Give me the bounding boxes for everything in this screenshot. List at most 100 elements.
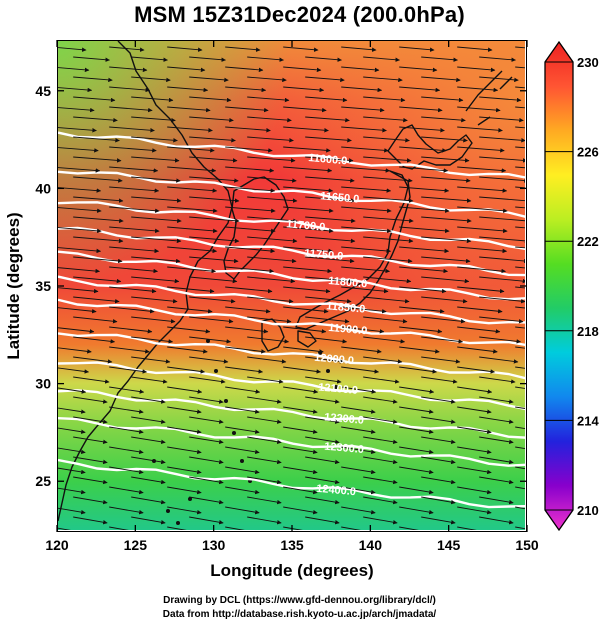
wind-arrow-210	[399, 286, 447, 294]
wind-arrow-202	[421, 276, 470, 284]
wind-arrow-76	[515, 126, 525, 129]
wind-arrow-161	[515, 226, 525, 229]
wind-arrow-14	[363, 56, 400, 62]
wind-arrow-208	[283, 286, 331, 294]
wind-arrow-205	[109, 286, 157, 294]
wind-arrow-35	[109, 86, 151, 93]
wind-arrow-24	[457, 66, 496, 73]
wind-arrow-214	[131, 296, 178, 304]
wind-arrow-318	[247, 416, 282, 424]
wind-arrow-327	[283, 426, 318, 434]
wind-arrow-354	[363, 456, 398, 465]
wind-arrow-85	[58, 147, 99, 153]
wind-arrow-224	[225, 306, 271, 314]
wind-arrow-37	[225, 86, 267, 93]
wind-arrow-158	[341, 226, 392, 234]
wind-arrow-234	[305, 316, 350, 324]
wind-arrow-164	[189, 236, 240, 244]
wind-arrow-226	[341, 306, 387, 314]
wind-arrow-282	[131, 376, 168, 384]
wind-arrow-368	[189, 476, 224, 485]
wind-arrow-350	[131, 456, 166, 465]
y-axis-title: Latitude (degrees)	[4, 212, 23, 359]
wind-arrow-65	[363, 116, 408, 123]
wind-arrow-363	[399, 466, 434, 475]
wind-arrow-74	[399, 126, 445, 133]
wind-arrow-11	[189, 56, 226, 62]
wind-arrow-162	[73, 236, 124, 244]
wind-arrow-184	[363, 256, 413, 264]
footer-credit-data: Data from http://database.rish.kyoto-u.a…	[162, 609, 437, 620]
contour-line-4	[58, 250, 525, 301]
wind-arrow-271	[479, 356, 519, 364]
wind-arrow-64	[305, 116, 350, 123]
wind-arrow-206	[167, 286, 215, 294]
wind-arrow-403	[247, 516, 282, 525]
wind-arrow-359	[167, 466, 202, 475]
wind-arrow-409	[109, 526, 129, 530]
wind-arrow-298	[73, 396, 108, 404]
wind-arrow-306	[58, 407, 86, 414]
wind-arrow-173	[225, 246, 276, 254]
wind-arrow-151	[421, 216, 472, 223]
wind-arrow-315	[73, 416, 108, 424]
island-3	[232, 431, 236, 435]
wind-arrow-274	[167, 366, 205, 374]
wind-arrow-103	[109, 166, 159, 173]
wind-arrow-252	[363, 336, 406, 344]
wind-arrow-70	[167, 126, 213, 133]
wind-arrow-395	[283, 506, 318, 515]
wind-arrow-303	[363, 396, 398, 404]
wind-arrow-383	[73, 496, 108, 505]
wind-arrow-388	[363, 496, 398, 505]
wind-arrow-204	[58, 287, 99, 294]
wind-arrow-140	[283, 206, 334, 213]
wind-arrow-285	[305, 376, 342, 384]
colorbar-tick-label: 222	[577, 234, 599, 249]
wind-arrow-153	[58, 227, 102, 234]
wind-arrow-286	[363, 376, 400, 384]
wind-arrow-211	[457, 286, 505, 294]
y-tick-label: 45	[35, 83, 51, 99]
wind-arrow-364	[457, 466, 492, 475]
wind-arrow-17	[58, 67, 90, 73]
y-axis-ticks: 25 30 35 40 45	[35, 83, 527, 489]
wind-arrow-172	[167, 246, 218, 254]
wind-arrow-291	[167, 386, 203, 394]
wind-arrow-10	[131, 56, 168, 62]
wind-arrow-148	[247, 216, 298, 223]
wind-arrow-163	[131, 236, 182, 244]
coastline-3	[297, 330, 317, 348]
wind-arrow-62	[189, 116, 234, 123]
wind-arrow-317	[189, 416, 224, 424]
contour-label: 11800.0	[328, 275, 368, 290]
wind-arrow-248	[131, 336, 174, 344]
wind-arrow-356	[479, 456, 514, 465]
wind-arrow-87	[167, 146, 215, 153]
wind-arrow-365	[515, 466, 525, 470]
wind-arrow-374	[58, 487, 86, 495]
wind-arrow-373	[479, 476, 514, 485]
wind-arrow-28	[189, 76, 229, 83]
wind-arrow-337	[363, 436, 398, 445]
wind-arrow-310	[283, 406, 318, 414]
wind-arrow-370	[305, 476, 340, 485]
wind-arrow-297	[515, 386, 525, 389]
wind-arrow-182	[247, 256, 297, 264]
wind-arrow-290	[109, 386, 145, 394]
wind-arrow-284	[247, 376, 284, 384]
wind-vectors	[58, 46, 525, 530]
wind-arrow-376	[167, 486, 202, 495]
wind-arrow-40	[399, 86, 441, 93]
wind-arrow-375	[109, 486, 144, 495]
wind-arrow-243	[341, 326, 385, 334]
wind-arrow-221	[58, 307, 97, 314]
wind-arrow-52	[109, 106, 153, 113]
wind-arrow-266	[189, 356, 229, 364]
contour-line-8	[58, 361, 525, 411]
wind-arrow-406	[421, 516, 456, 525]
wind-arrow-200	[305, 276, 354, 284]
wind-arrow-236	[421, 316, 466, 324]
wind-arrow-416	[515, 526, 525, 530]
x-axis-ticks: 120 125 130 135 140 145 150	[45, 40, 539, 553]
